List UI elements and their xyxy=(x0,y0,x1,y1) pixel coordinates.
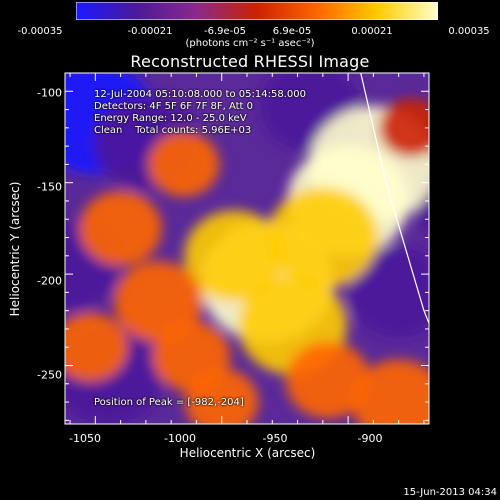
colorbar-unit-label: (photons cm⁻² s⁻¹ asec⁻²) xyxy=(185,38,315,49)
bright-source xyxy=(185,368,259,424)
heatmap-image xyxy=(65,73,429,424)
bright-source xyxy=(65,312,129,382)
bright-source xyxy=(184,210,285,302)
timestamp-footer: 15-Jun-2013 04:34 xyxy=(403,487,497,498)
solar-limb-line xyxy=(360,73,429,325)
clean-counts-text: Clean Total counts: 5.96E+03 xyxy=(94,125,252,136)
colorbar-tick-label: -6.9e-05 xyxy=(204,26,246,37)
time-range-text: 12-Jul-2004 05:10:08.000 to 05:14:58.000 xyxy=(94,89,306,100)
x-axis-label: Heliocentric X (arcsec) xyxy=(179,446,316,460)
detectors-text: Detectors: 4F 5F 6F 7F 8F, Att 0 xyxy=(94,101,254,112)
peak-position-text: Position of Peak = [-982,-204] xyxy=(94,397,244,408)
colorbar-tick-label: 6.9e-05 xyxy=(272,26,312,37)
bright-source xyxy=(267,186,379,289)
colorbar-tick-label: 0.00021 xyxy=(351,26,393,37)
colorbar xyxy=(76,2,438,20)
negative-source xyxy=(348,246,429,338)
y-tick-label: -250 xyxy=(37,368,62,382)
colorbar-tick-label: -0.00021 xyxy=(127,26,173,37)
x-tick-label: -1000 xyxy=(164,432,196,445)
bright-source xyxy=(285,341,371,419)
chart-title: Reconstructed RHESSI Image xyxy=(130,52,370,71)
colorbar-tick-label: 0.00035 xyxy=(448,26,490,37)
y-tick-label: -100 xyxy=(37,86,62,100)
energy-range-text: Energy Range: 12.0 - 25.0 keV xyxy=(94,113,247,124)
bright-source xyxy=(79,190,162,266)
y-tick-label: -200 xyxy=(37,274,62,288)
colorbar-gradient xyxy=(76,2,438,20)
y-axis-label: Heliocentric Y (arcsec) xyxy=(8,181,22,317)
bright-source xyxy=(114,261,204,342)
x-tick-label: -900 xyxy=(357,432,383,445)
colorbar-tick-label: -0.00035 xyxy=(17,26,63,37)
x-tick-label: -950 xyxy=(262,432,288,445)
bright-source xyxy=(379,98,429,158)
y-tick-label: -150 xyxy=(37,180,62,194)
bright-source xyxy=(148,132,220,197)
x-tick-label: -1050 xyxy=(69,432,101,445)
bright-source xyxy=(351,359,429,424)
colorbar-fill xyxy=(76,2,438,20)
